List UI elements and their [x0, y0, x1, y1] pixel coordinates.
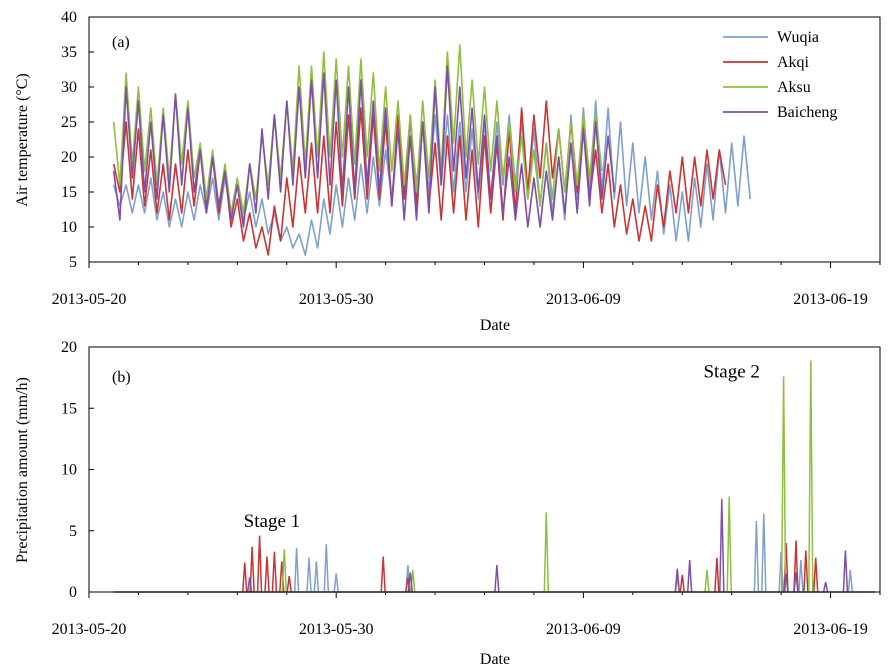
precip-spike-wuqia	[323, 544, 330, 593]
x-tick-label: 2013-06-09	[546, 291, 621, 308]
y-tick-label: 20	[61, 339, 77, 356]
panel-a-label: (a)	[112, 34, 130, 51]
y-tick-label: 10	[61, 219, 77, 236]
precip-spike-wuqia	[313, 561, 320, 593]
precip-spike-akqi	[679, 574, 685, 593]
x-tick-label: 2013-05-30	[299, 621, 374, 638]
y-tick-label: 5	[69, 523, 77, 540]
y-tick-label: 5	[69, 254, 77, 271]
y-tick-label: 25	[61, 114, 77, 131]
precip-spike-baicheng	[407, 572, 414, 593]
precip-spike-akqi	[803, 550, 809, 593]
precip-spike-wuqia	[847, 569, 854, 593]
panel-b-y-ticks: 0 5 10 15 20	[61, 339, 94, 601]
y-tick-label: 30	[61, 79, 77, 96]
panel-a-x-ticks: 2013-05-20 2013-05-30 2013-06-09 2013-06-19	[52, 262, 881, 308]
legend-label-wuqia: Wuqia	[777, 29, 819, 46]
precip-spike-baicheng	[842, 550, 849, 593]
precip-spike-akqi	[256, 535, 263, 593]
precip-spike-akqi	[793, 540, 799, 593]
precip-spike-wuqia	[798, 560, 804, 593]
precip-spike-aksu	[808, 360, 814, 593]
panel-a-y-ticks: 5 10 15 20 25 30 35 40	[61, 9, 94, 271]
series-line-aksu	[112, 44, 603, 214]
precip-spike-akqi	[264, 556, 270, 593]
precip-spike-baicheng	[783, 573, 789, 593]
precip-spike-akqi	[271, 551, 278, 593]
y-tick-label: 40	[61, 9, 77, 26]
x-tick-label: 2013-06-19	[793, 621, 868, 638]
panel-b-y-axis-title: Precipitation amount (mm/h)	[14, 377, 31, 563]
precip-spike-baicheng	[674, 568, 681, 593]
x-tick-label: 2013-05-20	[52, 291, 127, 308]
stage-annotation: Stage 1	[244, 511, 300, 532]
precip-spike-baicheng	[494, 564, 500, 593]
precip-spike-baicheng	[719, 498, 725, 593]
legend-label-aksu: Aksu	[777, 79, 811, 96]
precip-spike-aksu	[726, 496, 732, 593]
panel-a-frame	[88, 16, 881, 263]
precip-spike-wuqia	[306, 557, 312, 593]
precip-spike-wuqia	[753, 520, 760, 593]
panel-b-x-ticks: 2013-05-20 2013-05-30 2013-06-09 2013-06-19	[52, 592, 881, 638]
precip-spike-baicheng	[246, 577, 253, 593]
y-tick-label: 0	[69, 584, 77, 601]
precip-spike-wuqia	[293, 547, 300, 593]
x-tick-label: 2013-05-20	[52, 621, 127, 638]
panel-a-x-axis-title: Date	[480, 317, 510, 334]
panel-b-x-axis-title: Date	[480, 651, 510, 668]
precip-spike-akqi	[242, 562, 248, 593]
stage-annotation: Stage 2	[703, 362, 759, 383]
precip-spike-wuqia	[761, 513, 767, 593]
precip-spike-baicheng	[822, 582, 829, 593]
x-tick-label: 2013-06-09	[546, 621, 621, 638]
series-line-baicheng	[112, 65, 616, 228]
precip-spike-aksu	[780, 376, 787, 593]
panel-b-precipitation: (b) 0 5 10 15 20 2013-05-20 2013-05-30 2013-06…	[14, 339, 881, 668]
x-tick-label: 2013-06-19	[793, 291, 868, 308]
panel-a-legend: Wuqia Akqi Aksu Baicheng	[723, 29, 837, 121]
precip-spike-baicheng	[686, 560, 693, 593]
precip-spike-akqi	[813, 557, 819, 593]
precip-spike-aksu	[704, 569, 710, 593]
precip-spike-akqi	[286, 576, 292, 593]
y-tick-label: 10	[61, 462, 77, 479]
panel-a-series	[112, 44, 751, 256]
panel-b-annotations: Stage 1 Stage 2	[244, 362, 760, 532]
precip-spike-akqi	[249, 546, 255, 593]
legend-label-akqi: Akqi	[777, 54, 810, 71]
panel-a-y-axis-title: Air temperature (°C)	[14, 73, 31, 206]
x-tick-label: 2013-05-30	[299, 291, 374, 308]
precip-spike-akqi	[380, 556, 386, 593]
precip-spike-akqi	[714, 557, 720, 593]
y-tick-label: 35	[61, 44, 77, 61]
precip-spike-wuqia	[333, 573, 339, 593]
legend-label-baicheng: Baicheng	[777, 104, 837, 121]
panel-a-air-temperature: (a) 5 10 15 20 25 30 35 40 2013-05-20 2013-05-30…	[14, 9, 881, 334]
precip-spike-aksu	[281, 549, 288, 593]
panel-b-frame	[88, 346, 881, 593]
panel-b-series	[113, 360, 876, 593]
y-tick-label: 20	[61, 149, 77, 166]
panel-b-label: (b)	[112, 369, 131, 386]
y-tick-label: 15	[61, 184, 77, 201]
precip-spike-aksu	[543, 512, 550, 593]
y-tick-label: 15	[61, 400, 77, 417]
precip-spike-baicheng	[793, 572, 799, 593]
